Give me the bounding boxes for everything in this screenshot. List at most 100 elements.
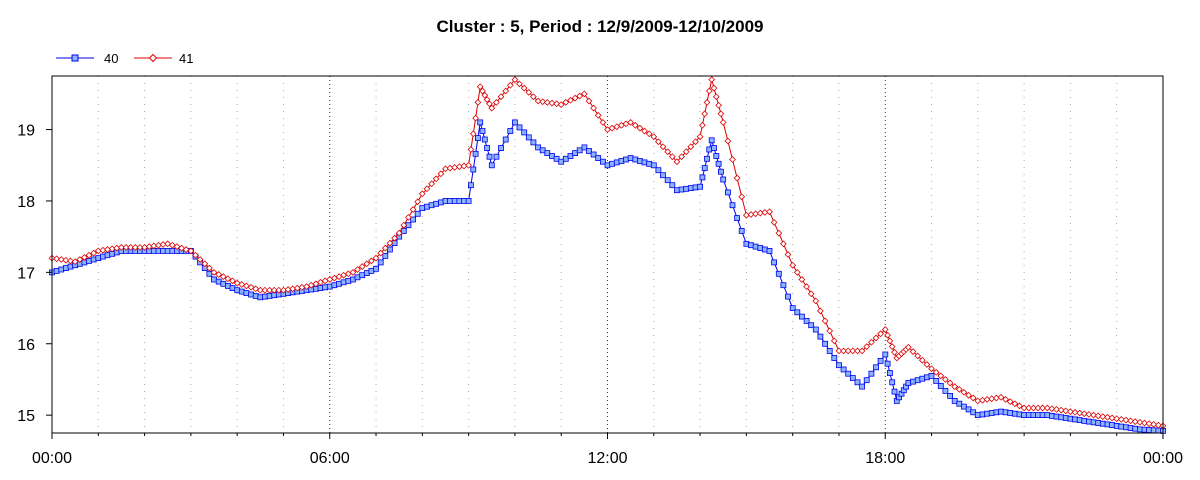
data-point — [256, 286, 264, 294]
data-point — [581, 90, 588, 98]
data-point — [687, 185, 694, 192]
data-point — [706, 146, 713, 153]
data-point — [243, 290, 250, 297]
data-point — [826, 347, 833, 354]
data-point — [470, 166, 477, 173]
data-point — [169, 241, 176, 249]
data-point — [104, 252, 111, 259]
data-point — [386, 246, 393, 253]
data-point — [961, 403, 967, 410]
data-point — [1020, 404, 1028, 412]
data-point — [354, 274, 361, 281]
data-point — [1113, 415, 1121, 423]
data-point — [210, 269, 218, 276]
data-point — [650, 162, 657, 169]
data-point — [947, 392, 953, 399]
data-point — [76, 256, 84, 263]
data-point — [701, 110, 709, 118]
data-point — [821, 317, 829, 325]
data-point — [798, 276, 806, 283]
data-point — [548, 99, 556, 107]
data-point — [738, 227, 745, 234]
data-point — [53, 267, 60, 274]
data-point — [557, 101, 565, 108]
data-point — [951, 383, 959, 390]
data-point — [609, 160, 615, 167]
data-point — [502, 87, 510, 95]
data-point — [905, 343, 912, 351]
y-tick-label: 18 — [17, 194, 35, 211]
data-point — [849, 375, 856, 381]
data-point — [717, 110, 725, 118]
data-point — [699, 121, 706, 129]
data-point — [655, 167, 662, 174]
x-tick-label: 12:00 — [587, 450, 627, 467]
data-point — [322, 284, 329, 291]
data-point — [882, 351, 889, 358]
data-point — [699, 174, 706, 181]
data-point — [729, 156, 736, 163]
data-point — [192, 251, 199, 259]
data-point — [789, 261, 797, 269]
series-40 — [49, 119, 1166, 434]
data-point — [511, 76, 519, 83]
data-point — [877, 330, 884, 338]
data-point — [859, 383, 865, 390]
legend-label-41: 41 — [179, 51, 193, 66]
data-point — [1136, 418, 1144, 426]
data-point — [266, 286, 273, 294]
data-point — [377, 249, 385, 257]
data-point — [812, 326, 819, 333]
data-point — [1090, 411, 1097, 419]
data-point — [942, 387, 949, 394]
data-point — [590, 104, 597, 112]
data-point — [516, 80, 523, 88]
data-point — [942, 376, 949, 383]
data-point — [872, 334, 880, 342]
data-point — [641, 127, 648, 135]
data-point — [386, 239, 394, 247]
data-point — [414, 210, 421, 217]
data-point — [659, 143, 667, 151]
data-point — [600, 158, 606, 165]
data-point — [1076, 409, 1084, 417]
data-point — [627, 155, 634, 162]
data-point — [486, 100, 493, 108]
data-point — [474, 99, 482, 106]
data-point — [467, 182, 474, 189]
data-point — [771, 259, 777, 266]
data-point — [766, 208, 773, 216]
data-point — [81, 254, 88, 261]
data-point — [817, 307, 824, 315]
data-point — [734, 215, 740, 222]
data-point — [720, 176, 727, 183]
data-point — [512, 119, 518, 126]
data-point — [1072, 416, 1078, 423]
data-point — [164, 247, 171, 254]
data-point — [1155, 421, 1162, 429]
data-point — [793, 269, 801, 276]
data-point — [479, 87, 486, 95]
data-point — [725, 189, 731, 196]
data-point — [836, 362, 842, 369]
data-point — [674, 187, 680, 194]
data-point — [481, 136, 488, 143]
data-point — [664, 148, 672, 156]
data-point — [358, 263, 366, 270]
data-point — [477, 119, 484, 126]
data-point — [1118, 423, 1125, 430]
data-point — [1150, 421, 1158, 428]
data-point — [854, 347, 861, 355]
legend-marker-41 — [148, 53, 158, 63]
data-point — [423, 185, 431, 193]
series-41 — [48, 76, 1167, 430]
data-point — [789, 305, 796, 312]
data-point — [1053, 413, 1060, 420]
data-point — [955, 386, 963, 393]
data-point — [775, 270, 782, 277]
y-tick-label: 15 — [17, 408, 35, 425]
data-point — [1067, 408, 1074, 415]
data-point — [1108, 414, 1116, 422]
data-point — [650, 133, 658, 141]
data-point — [697, 183, 703, 190]
